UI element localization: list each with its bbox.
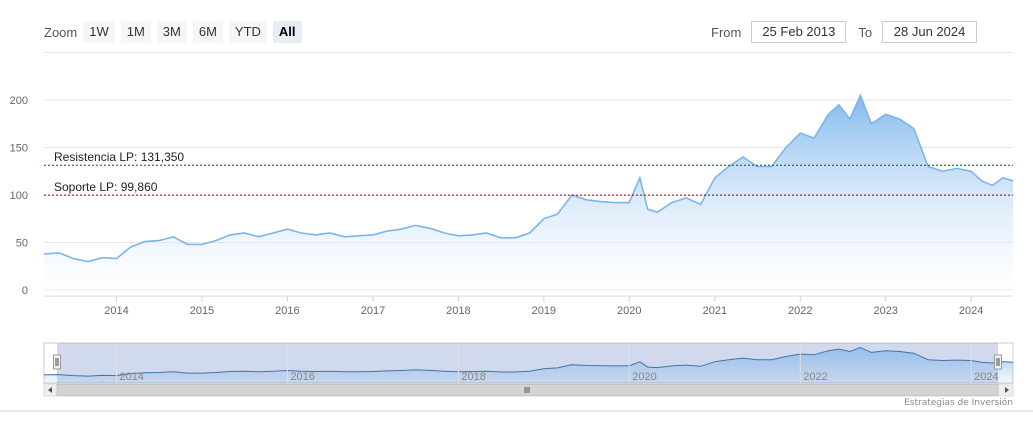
x-tick-label: 2022	[788, 305, 812, 317]
y-tick-label: 200	[10, 95, 28, 107]
zoom-label: Zoom	[44, 24, 78, 40]
date-range: From 25 Feb 2013 To 28 Jun 2024	[711, 20, 989, 44]
navigator-tick-label: 2022	[803, 371, 827, 383]
range-selector: Zoom 1W 1M 3M 6M YTD All	[44, 20, 308, 44]
navigator-area	[44, 347, 1013, 383]
zoom-6m-button[interactable]: 6M	[192, 21, 223, 43]
resistance-label: Resistencia LP: 131,350	[54, 150, 184, 164]
chart-credits: Estrategias de Inversión	[904, 398, 1013, 408]
y-tick-label: 150	[10, 143, 28, 155]
x-axis: 2014 2015 2016 2017 2018 2019 2020 2021 2022 2023…	[44, 295, 1013, 317]
zoom-3m-button[interactable]: 3M	[156, 21, 187, 43]
zoom-1m-button[interactable]: 1M	[120, 21, 151, 43]
y-tick-label: 0	[22, 285, 28, 297]
navigator-tick-label: 2020	[632, 371, 656, 383]
x-tick-label: 2021	[703, 305, 727, 317]
series-area	[43, 93, 1014, 296]
navigator-tick-label: 2024	[974, 371, 998, 383]
to-date-input[interactable]: 28 Jun 2024	[882, 21, 978, 43]
from-label: From	[711, 24, 742, 40]
x-tick-label: 2019	[532, 305, 556, 317]
scroll-left-arrow-icon[interactable]	[48, 387, 52, 393]
navigator[interactable]: 2014 2016 2018 2020 2022 2024	[0, 342, 1033, 412]
series-line	[43, 93, 1014, 263]
zoom-all-button[interactable]: All	[272, 21, 302, 43]
navigator-right-handle[interactable]	[994, 354, 1002, 370]
scrollbar[interactable]	[43, 383, 1014, 397]
to-label: To	[858, 24, 873, 40]
support-label: Soporte LP: 99,860	[54, 180, 158, 194]
x-tick-label: 2015	[190, 305, 214, 317]
y-tick-label: 100	[10, 190, 28, 202]
x-tick-label: 2024	[959, 305, 983, 317]
y-tick-label: 50	[16, 238, 28, 250]
x-tick-label: 2016	[275, 305, 299, 317]
x-tick-label: 2014	[104, 305, 128, 317]
reference-lines: Resistencia LP: 131,350 Soporte LP: 99,86…	[44, 150, 1013, 196]
scroll-right-arrow-icon[interactable]	[1005, 387, 1009, 393]
y-axis: 0 50 100 150 200	[10, 95, 28, 297]
x-tick-label: 2017	[361, 305, 385, 317]
x-tick-label: 2023	[873, 305, 897, 317]
zoom-ytd-button[interactable]: YTD	[228, 21, 267, 43]
navigator-left-handle[interactable]	[53, 354, 61, 370]
from-date-input[interactable]: 25 Feb 2013	[751, 21, 847, 43]
navigator-line	[43, 346, 1014, 377]
x-tick-label: 2018	[446, 305, 470, 317]
handle-body	[53, 354, 61, 370]
navigator-tick-label: 2018	[461, 371, 485, 383]
zoom-1w-button[interactable]: 1W	[83, 21, 115, 43]
navigator-tick-label: 2016	[290, 371, 314, 383]
series-area-fill	[44, 95, 1013, 296]
handle-body	[994, 354, 1002, 370]
navigator-tick-label: 2014	[120, 371, 144, 383]
x-tick-label: 2020	[617, 305, 641, 317]
